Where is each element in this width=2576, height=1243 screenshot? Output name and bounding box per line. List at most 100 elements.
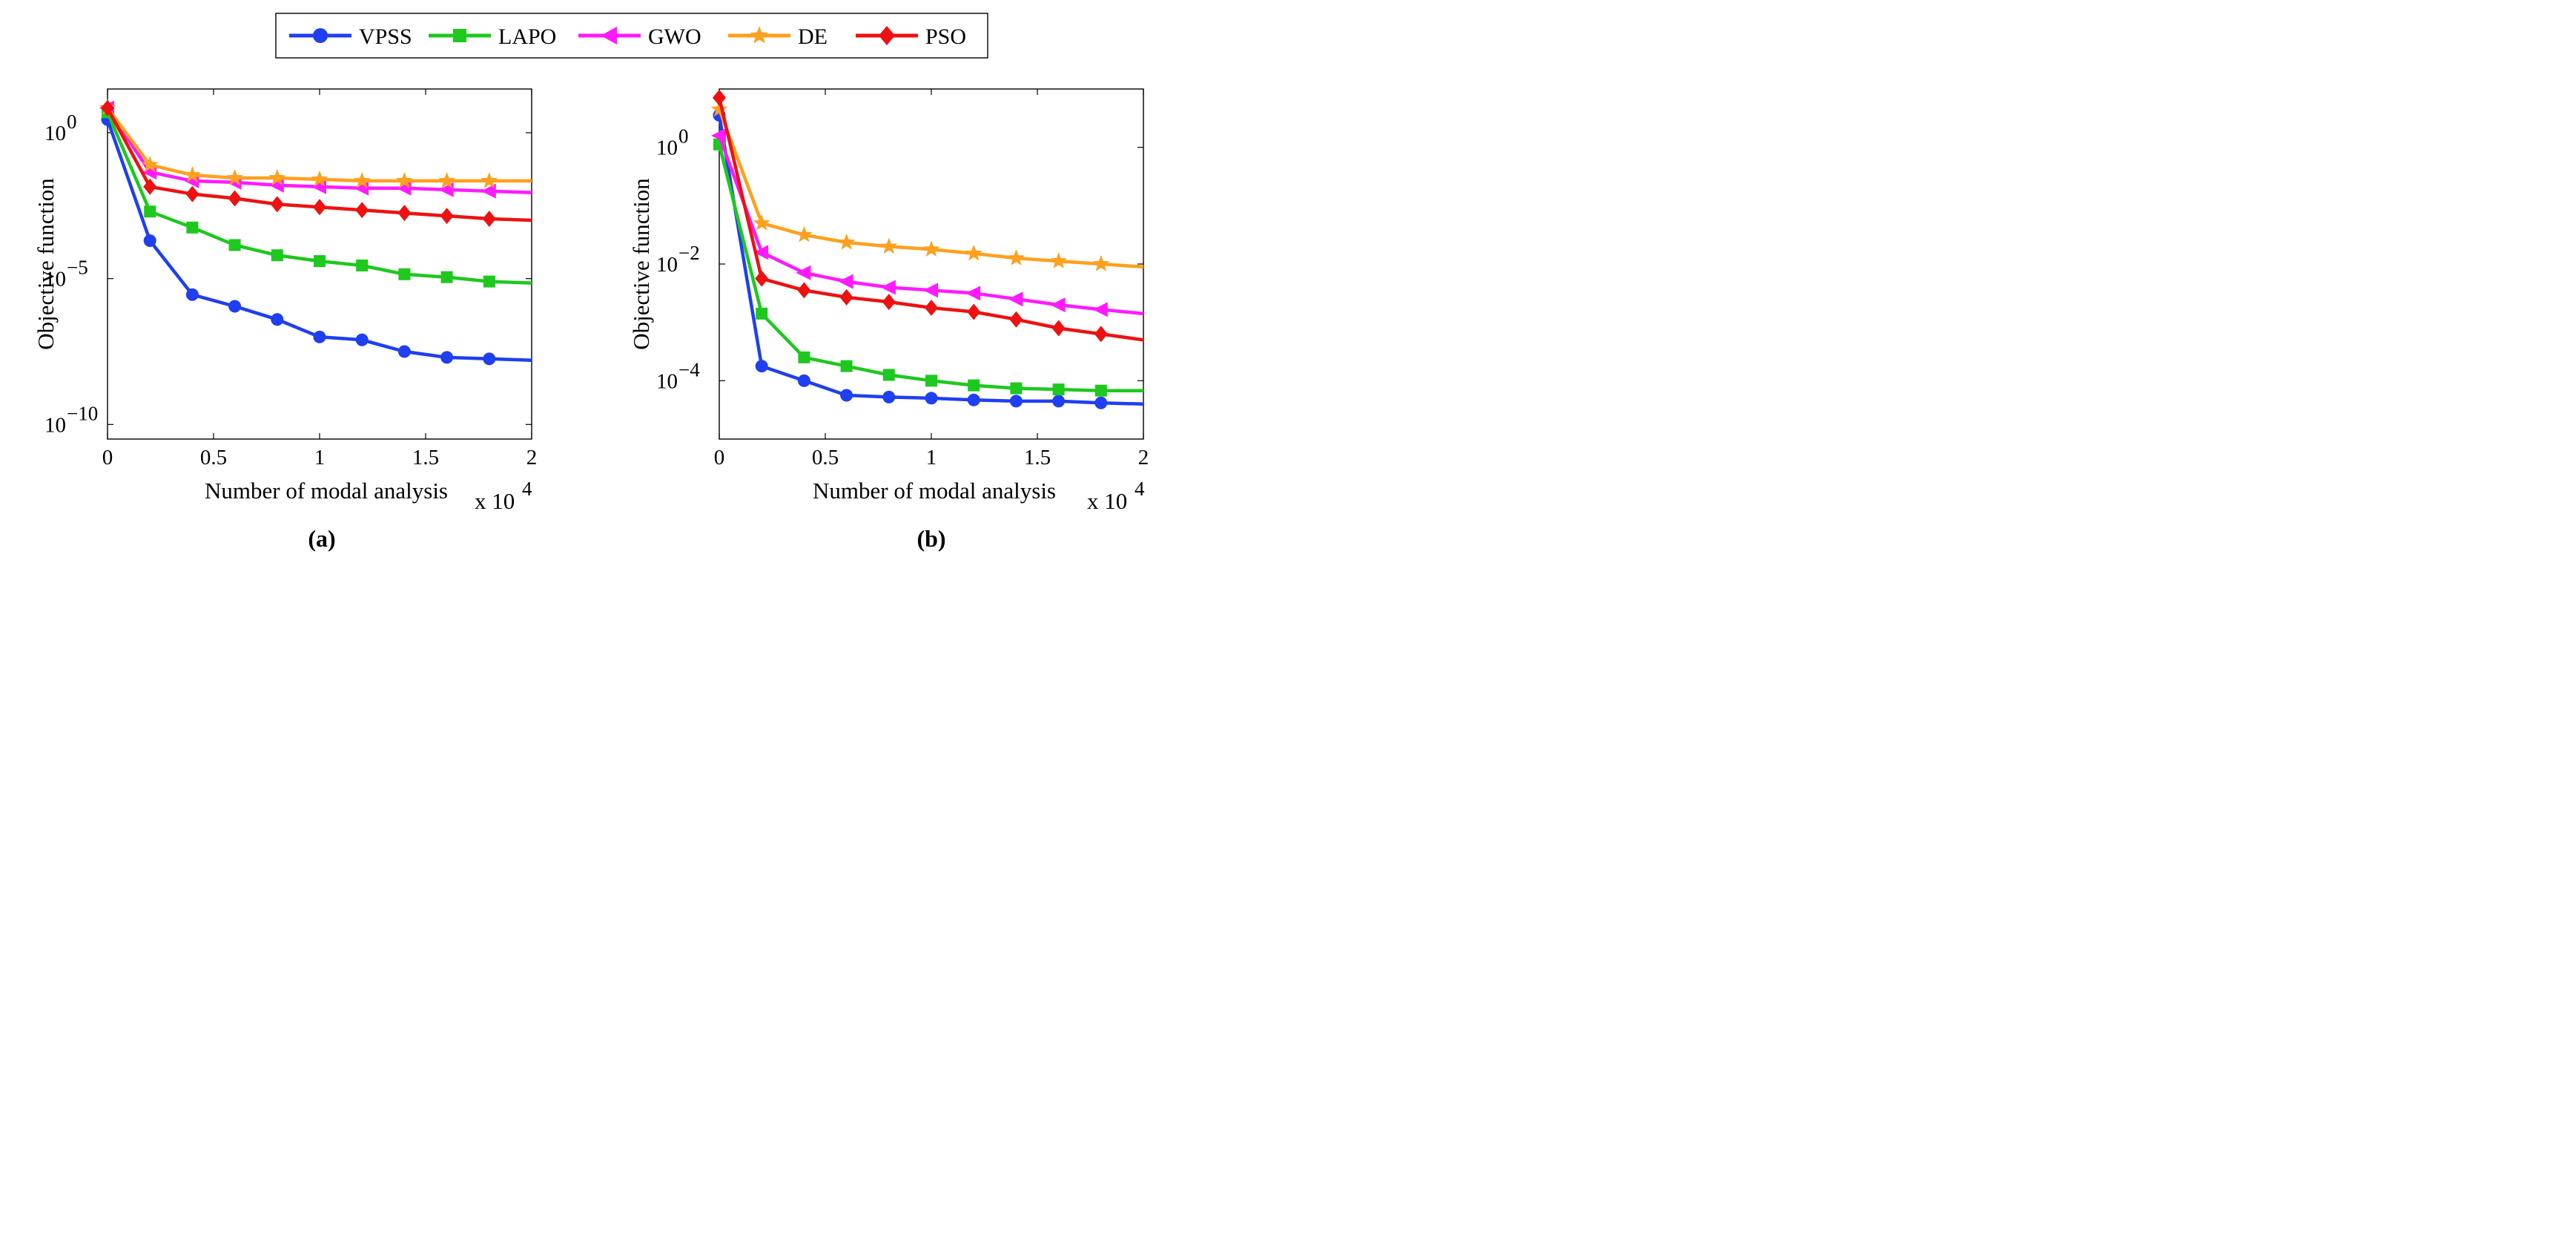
data-point-lapo-a <box>440 271 453 283</box>
data-point-vpss-b <box>1052 395 1066 408</box>
data-point-pso-a <box>397 205 412 222</box>
data-point-lapo-b <box>798 351 810 363</box>
data-point-de-b <box>880 237 898 254</box>
data-point-pso-a <box>185 185 199 202</box>
data-point-lapo-b <box>1052 383 1065 396</box>
series-pso-b <box>713 89 1144 343</box>
x-tick-label-b: 0.5 <box>812 446 839 469</box>
data-point-lapo-b <box>925 375 937 387</box>
data-point-de-a <box>141 156 159 172</box>
data-point-gwo-b <box>923 283 938 298</box>
y-tick-label-a: 10 <box>44 122 66 145</box>
data-point-de-b <box>922 240 940 257</box>
series-group-a <box>99 99 532 366</box>
figure: VPSS LAPO GWO DE PSO 0 0.5 1 1.5 210 010 −510−… <box>33 13 1149 552</box>
data-point-vpss-a <box>143 234 156 248</box>
data-point-gwo-a <box>480 183 496 199</box>
data-point-de-a <box>480 171 498 188</box>
data-point-vpss-b <box>925 392 938 405</box>
data-point-pso-b <box>1051 320 1066 337</box>
data-point-vpss-b <box>967 393 980 406</box>
series-pso-a <box>101 99 532 228</box>
data-point-lapo-a <box>186 221 199 234</box>
data-point-vpss-b <box>1009 395 1023 408</box>
data-point-lapo-b <box>968 379 980 392</box>
y-tick-exponent-a: −10 <box>67 402 98 424</box>
legend-label-lapo: LAPO <box>498 24 556 49</box>
data-point-pso-b <box>839 289 853 306</box>
x-multiplier-a: x 10 <box>475 488 515 514</box>
data-point-pso-a <box>440 208 454 225</box>
data-point-pso-b <box>925 300 938 316</box>
x-tick-label-a: 1.5 <box>412 446 439 469</box>
left-triangle-icon <box>601 27 617 44</box>
data-point-lapo-a <box>483 275 495 288</box>
series-lapo-a <box>102 106 532 288</box>
legend-entry-vpss: VPSS <box>289 24 412 49</box>
legend-entry-gwo: GWO <box>578 24 701 49</box>
data-point-vpss-b <box>755 360 768 373</box>
data-point-lapo-a <box>314 255 326 268</box>
data-point-pso-b <box>967 303 981 320</box>
data-point-de-b <box>796 225 813 243</box>
data-point-pso-b <box>1094 326 1108 343</box>
data-point-pso-b <box>1009 311 1023 328</box>
data-point-gwo-b <box>838 274 853 289</box>
data-point-vpss-b <box>840 389 853 402</box>
data-point-de-a <box>396 171 413 188</box>
data-point-vpss-b <box>797 374 810 387</box>
y-tick-label-a: 10 <box>44 413 66 437</box>
legend-label-de: DE <box>798 24 828 49</box>
y-tick-exponent-b: −2 <box>678 242 700 264</box>
y-axis-label-b: Objective function <box>628 178 654 350</box>
legend-entry-de: DE <box>728 24 828 49</box>
data-point-gwo-b <box>1092 302 1108 317</box>
data-point-gwo-b <box>753 245 769 260</box>
series-line-vpss-b <box>717 115 1144 406</box>
data-point-de-a <box>311 170 328 187</box>
star-icon <box>750 26 769 44</box>
y-axis-label-a: Objective function <box>33 178 59 350</box>
data-point-vpss-a <box>440 351 454 364</box>
x-tick-label-a: 1 <box>314 446 326 469</box>
data-point-pso-a <box>228 190 242 207</box>
data-point-pso-a <box>143 178 157 195</box>
x-multiplier-exp-b: 4 <box>1135 478 1145 500</box>
legend: VPSS LAPO GWO DE PSO <box>275 13 988 59</box>
data-point-lapo-b <box>840 360 853 372</box>
data-point-vpss-a <box>397 345 411 358</box>
x-tick-label-b: 1 <box>926 446 937 469</box>
legend-label-pso: PSO <box>925 24 966 49</box>
series-vpss-a <box>101 113 532 366</box>
y-tick-label-a: 10 <box>44 268 66 291</box>
data-point-de-a <box>268 169 286 185</box>
data-point-pso-b <box>797 282 811 299</box>
data-point-de-b <box>753 214 770 231</box>
data-point-gwo-b <box>880 280 896 295</box>
series-line-vpss-a <box>105 119 532 363</box>
data-point-vpss-a <box>313 330 326 343</box>
series-line-de-a <box>106 107 532 183</box>
data-point-de-b <box>1050 252 1067 268</box>
data-point-pso-a <box>482 211 496 228</box>
data-point-lapo-a <box>271 249 283 262</box>
data-point-gwo-b <box>965 286 981 301</box>
x-tick-label-a: 0.5 <box>200 446 227 469</box>
data-point-pso-a <box>313 199 326 216</box>
data-point-lapo-b <box>756 307 768 320</box>
data-point-pso-b <box>755 270 769 287</box>
x-multiplier-exp-a: 4 <box>522 478 532 500</box>
circle-icon <box>313 28 328 43</box>
data-point-vpss-b <box>882 390 896 403</box>
y-tick-label-b: 10 <box>656 369 678 393</box>
series-group-b <box>710 89 1144 409</box>
legend-label-gwo: GWO <box>648 24 701 49</box>
data-point-lapo-a <box>228 239 241 251</box>
data-point-gwo-b <box>711 128 726 143</box>
legend-entry-lapo: LAPO <box>429 24 556 49</box>
data-point-pso-b <box>713 89 726 106</box>
data-point-de-b <box>710 100 728 117</box>
data-point-lapo-b <box>1094 384 1107 397</box>
data-point-vpss-b <box>1094 396 1108 409</box>
